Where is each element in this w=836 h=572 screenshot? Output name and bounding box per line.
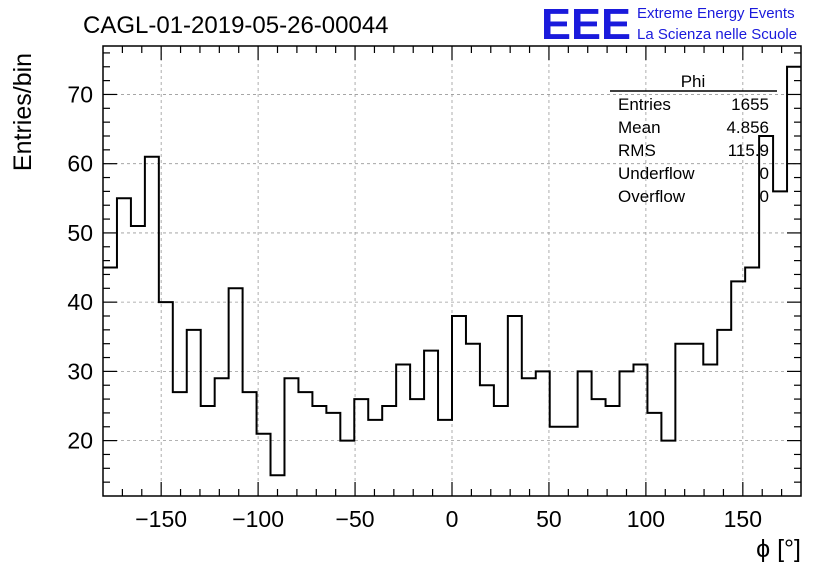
histogram-bin — [564, 427, 578, 496]
histogram-bin — [620, 371, 634, 496]
histogram-bin — [410, 399, 424, 496]
histogram-bin — [424, 351, 438, 496]
stats-row-value: 0 — [760, 187, 769, 206]
y-axis-label: Entries/bin — [9, 53, 37, 171]
histogram-bin — [452, 316, 466, 496]
histogram-bin — [159, 302, 173, 496]
stats-row-label: RMS — [618, 141, 656, 160]
histogram-bin — [494, 406, 508, 496]
stats-row-label: Underflow — [618, 164, 695, 183]
logo-line-2: La Scienza nelle Scuole — [637, 26, 797, 43]
y-tick-label: 60 — [67, 151, 93, 177]
histogram-bin — [173, 392, 187, 496]
x-tick-label: 100 — [627, 506, 665, 532]
x-tick-label: 0 — [446, 506, 459, 532]
histogram-bin — [731, 281, 745, 496]
histogram-bin — [187, 330, 201, 496]
y-tick-label: 50 — [67, 220, 93, 246]
histogram-bin — [592, 399, 606, 496]
histogram-bin — [647, 413, 661, 496]
histogram-bin — [675, 344, 689, 496]
histogram-bin — [298, 392, 312, 496]
histogram-bin — [550, 427, 564, 496]
x-tick-label: −150 — [135, 506, 187, 532]
x-tick-label: −100 — [232, 506, 284, 532]
histogram-bin — [382, 406, 396, 496]
grid — [103, 46, 801, 496]
histogram-bin — [606, 406, 620, 496]
stats-title: Phi — [681, 72, 706, 91]
y-tick-label: 40 — [67, 289, 93, 315]
stats-box: Phi Entries 1655 Mean 4.856 RMS 115.9 Underflo… — [610, 72, 777, 206]
histogram-bin — [229, 288, 243, 496]
histogram-bin — [536, 371, 550, 496]
histogram-bin — [508, 316, 522, 496]
histogram-bin — [243, 392, 257, 496]
histogram-bin — [145, 157, 159, 496]
logo-mark: EEE — [541, 0, 631, 49]
histogram-bin — [326, 413, 340, 496]
histogram-line — [103, 65, 801, 477]
histogram-bin — [368, 420, 382, 496]
histogram-bin — [689, 344, 703, 496]
histogram-bin — [396, 364, 410, 496]
histogram-bin — [215, 378, 229, 496]
histogram-bin — [773, 191, 787, 496]
histogram-bin — [117, 198, 131, 496]
histogram-bin — [703, 364, 717, 496]
histogram-bin — [354, 399, 368, 496]
histogram-bin — [480, 385, 494, 496]
y-tick-label: 70 — [67, 81, 93, 107]
x-tick-label: −50 — [336, 506, 375, 532]
stats-row-value: 115.9 — [728, 141, 769, 160]
histogram-bin — [131, 226, 145, 496]
x-axis-label: ϕ [°] — [756, 535, 801, 563]
stats-rows: Entries 1655 Mean 4.856 RMS 115.9 Underflow 0 Ov… — [618, 95, 769, 206]
histogram-bin — [312, 406, 326, 496]
x-axis: −150 −100 −50 0 50 100 150 — [121, 46, 783, 532]
stats-row-label: Mean — [618, 118, 661, 137]
stats-row-value: 1655 — [731, 95, 769, 114]
histogram-bin — [745, 268, 759, 496]
histogram-bin — [717, 330, 731, 496]
histogram-bin — [438, 420, 452, 496]
stats-row-label: Overflow — [618, 187, 686, 206]
histogram-bin — [201, 406, 215, 496]
y-axis: 20 30 40 50 60 70 — [67, 52, 801, 483]
eee-logo: EEE Extreme Energy Events La Scienza nel… — [541, 0, 797, 49]
chart-title: CAGL-01-2019-05-26-00044 — [83, 12, 389, 39]
histogram-bin — [578, 371, 592, 496]
histogram-bin — [284, 378, 298, 496]
histogram-series — [103, 65, 801, 496]
stats-row-value: 4.856 — [726, 118, 769, 137]
x-tick-label: 50 — [536, 506, 562, 532]
x-tick-label: 150 — [724, 506, 762, 532]
histogram-bin — [466, 344, 480, 496]
histogram-bin — [340, 441, 354, 496]
y-tick-label: 30 — [67, 358, 93, 384]
histogram-bin — [633, 364, 647, 496]
stats-row-value: 0 — [760, 164, 769, 183]
y-tick-label: 20 — [67, 428, 93, 454]
logo-line-1: Extreme Energy Events — [637, 5, 795, 22]
stats-row-label: Entries — [618, 95, 671, 114]
histogram-bin — [787, 67, 801, 496]
histogram-bin — [661, 441, 675, 496]
histogram-bin — [522, 378, 536, 496]
